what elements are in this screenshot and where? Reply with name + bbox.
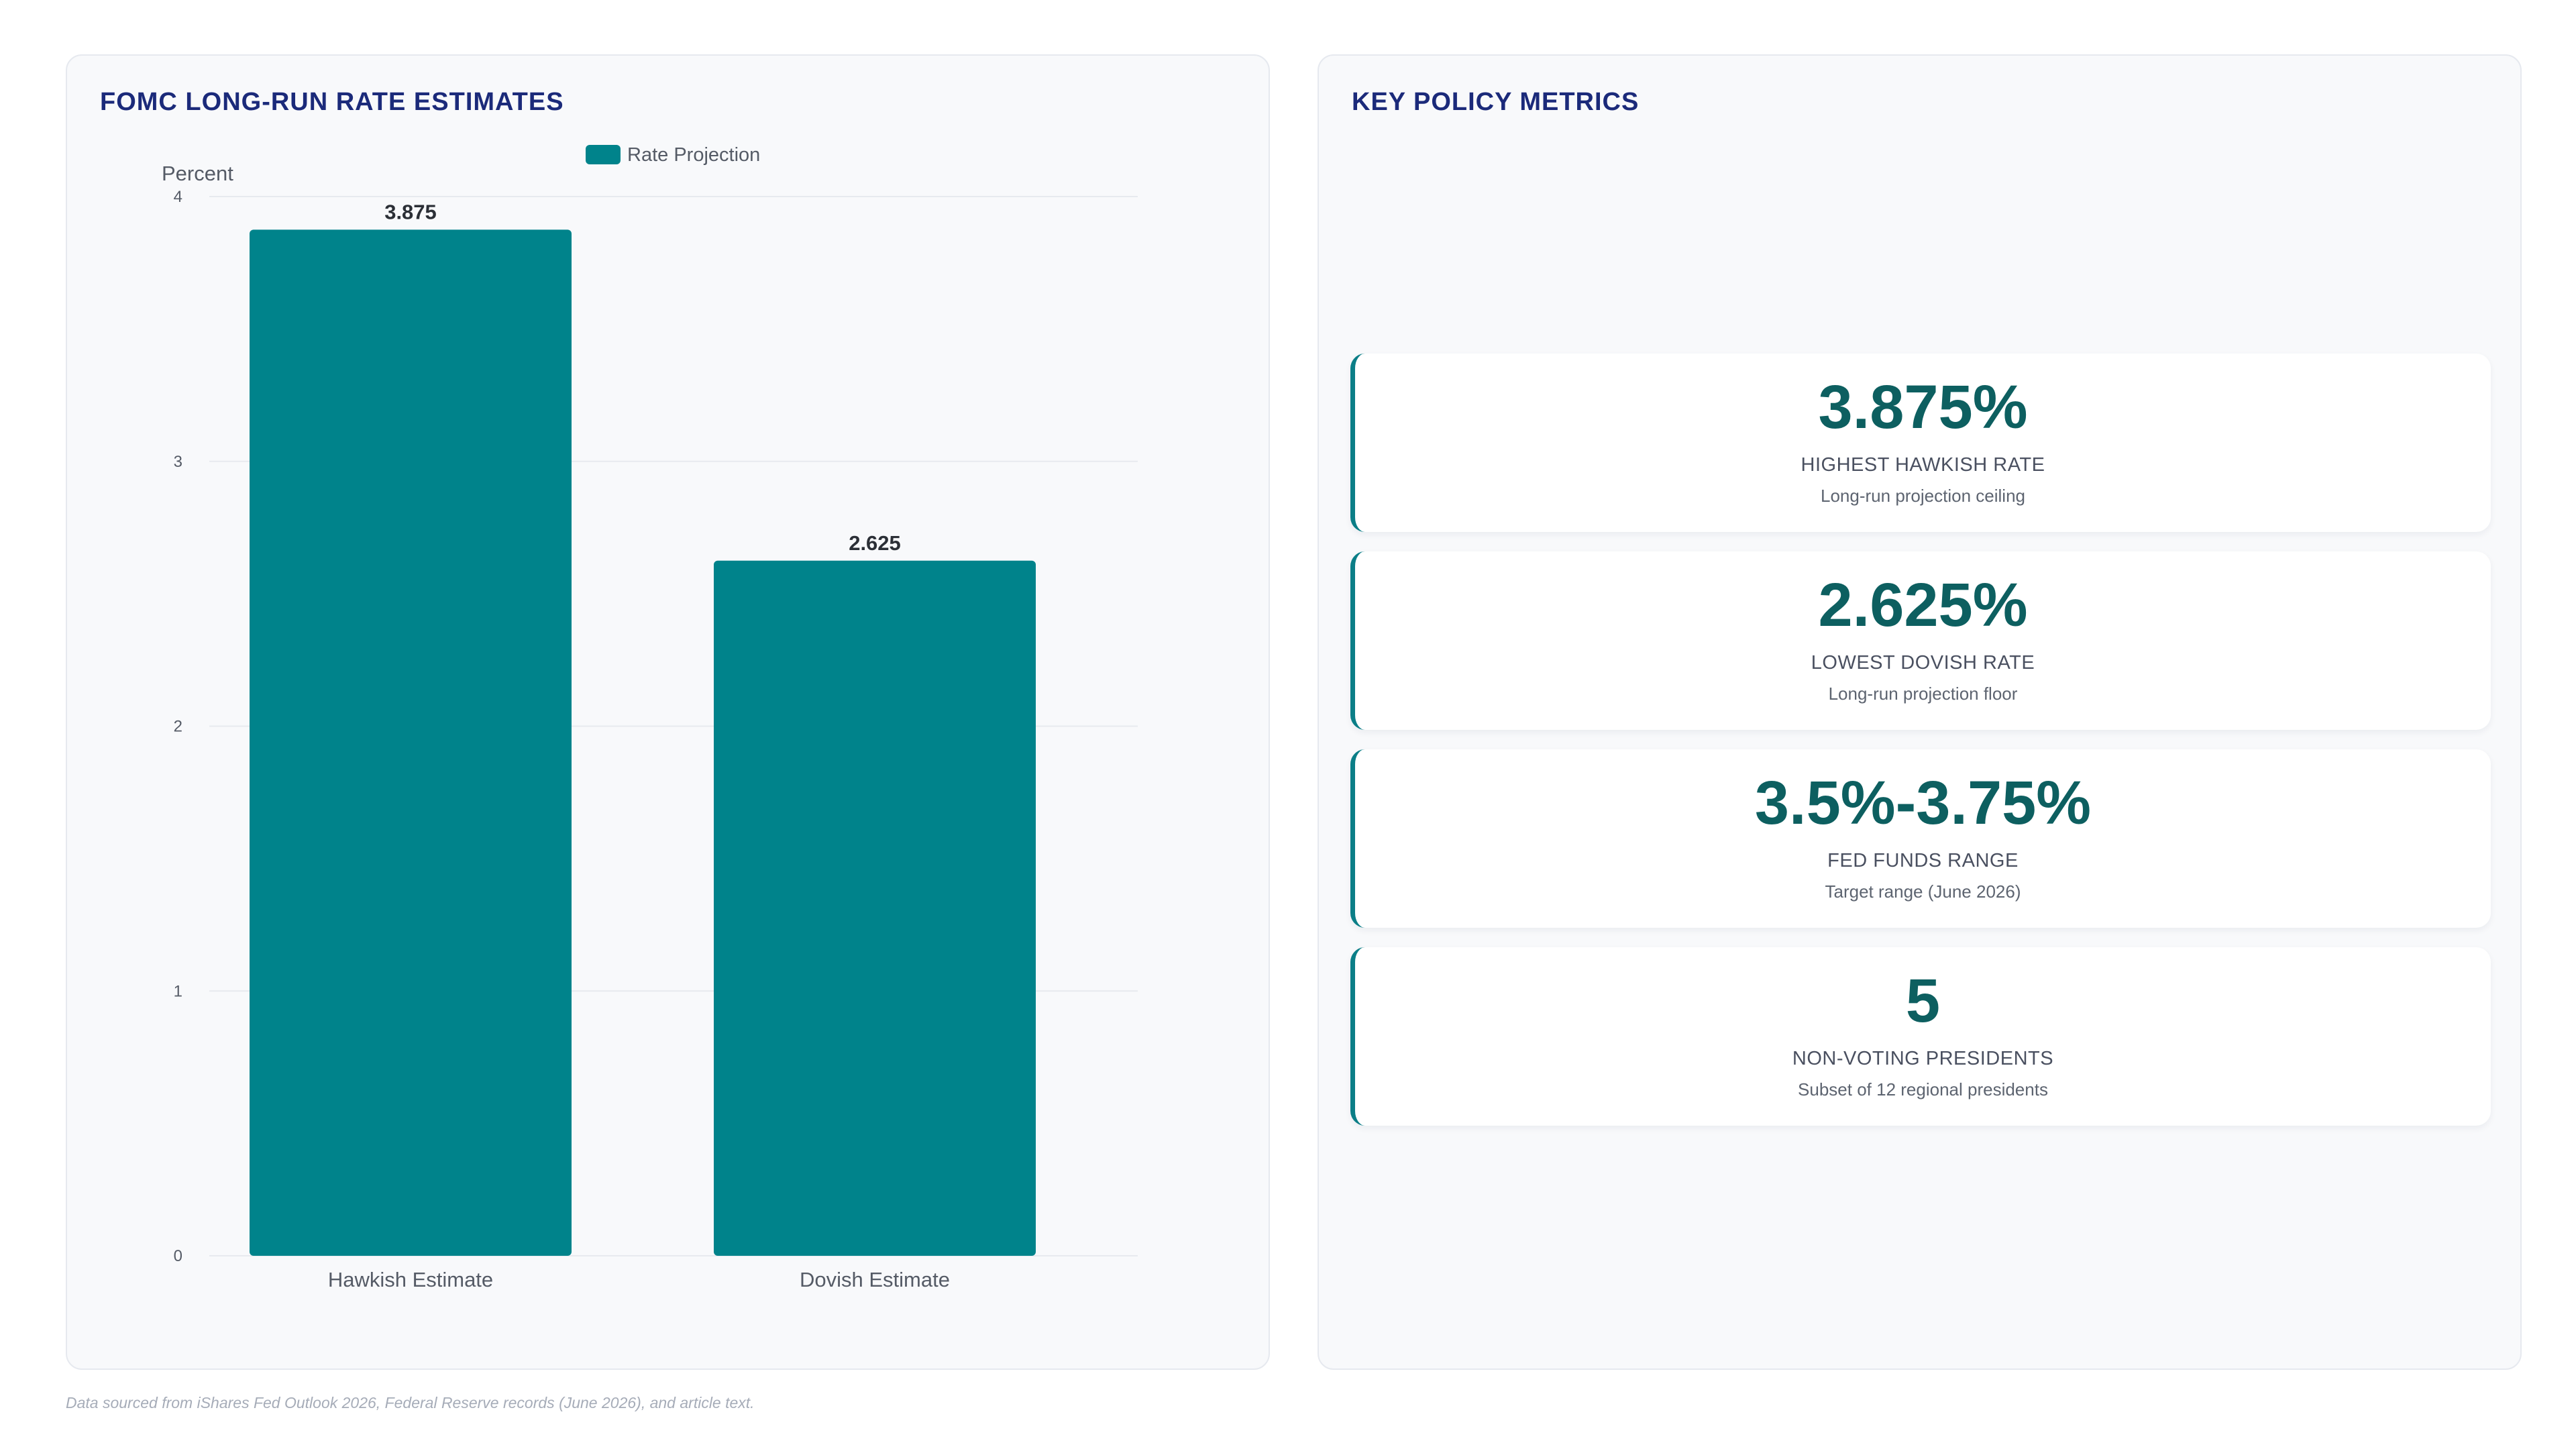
metric-card-hawkish: 3.875% HIGHEST HAWKISH RATE Long-run pro… bbox=[1350, 354, 2491, 532]
metric-label: FED FUNDS RANGE bbox=[1827, 850, 2019, 871]
data-label: 2.625 bbox=[849, 531, 901, 555]
data-label: 3.875 bbox=[384, 200, 437, 223]
y-tick-label: 0 bbox=[174, 1247, 182, 1265]
metric-label: LOWEST DOVISH RATE bbox=[1811, 652, 2035, 674]
x-tick-label: Hawkish Estimate bbox=[328, 1268, 493, 1291]
metric-card-fed-funds: 3.5%-3.75% FED FUNDS RANGE Target range … bbox=[1350, 749, 2491, 928]
y-axis-label: Percent bbox=[162, 162, 233, 185]
metric-value: 3.875% bbox=[1818, 373, 2028, 441]
metric-value: 3.5%-3.75% bbox=[1754, 769, 2092, 837]
metric-label: NON-VOTING PRESIDENTS bbox=[1792, 1048, 2054, 1069]
chart-panel: FOMC LONG-RUN RATE ESTIMATES 0 1 2 3 4 Percen… bbox=[66, 54, 1270, 1370]
metric-value: 2.625% bbox=[1818, 571, 2028, 639]
metric-subtitle: Target range (June 2026) bbox=[1825, 881, 2021, 902]
metric-label: HIGHEST HAWKISH RATE bbox=[1801, 454, 2045, 476]
bar-chart: 0 1 2 3 4 Percent Rate Projection 3.875 Hawkish … bbox=[162, 144, 1138, 1291]
metric-value: 5 bbox=[1905, 967, 1941, 1035]
metrics-panel: KEY POLICY METRICS 3.875% HIGHEST HAWKIS… bbox=[1318, 54, 2522, 1370]
bar bbox=[250, 229, 572, 1256]
bar bbox=[714, 560, 1036, 1256]
metrics-title: KEY POLICY METRICS bbox=[1352, 88, 1640, 116]
chart-title: FOMC LONG-RUN RATE ESTIMATES bbox=[100, 88, 564, 116]
y-tick-label: 3 bbox=[174, 453, 182, 471]
y-tick-label: 4 bbox=[174, 188, 182, 206]
y-tick-label: 1 bbox=[174, 982, 182, 1000]
x-tick-label: Dovish Estimate bbox=[800, 1268, 950, 1291]
metric-subtitle: Subset of 12 regional presidents bbox=[1798, 1079, 2048, 1099]
metric-subtitle: Long-run projection floor bbox=[1828, 684, 2018, 704]
legend-swatch bbox=[586, 145, 621, 164]
footer-note: Data sourced from iShares Fed Outlook 20… bbox=[66, 1394, 755, 1411]
y-tick-label: 2 bbox=[174, 718, 182, 736]
legend-label: Rate Projection bbox=[627, 144, 760, 166]
metric-card-dovish: 2.625% LOWEST DOVISH RATE Long-run proje… bbox=[1350, 551, 2491, 730]
metric-subtitle: Long-run projection ceiling bbox=[1821, 486, 2025, 506]
metric-card-non-voting: 5 NON-VOTING PRESIDENTS Subset of 12 reg… bbox=[1350, 947, 2491, 1126]
